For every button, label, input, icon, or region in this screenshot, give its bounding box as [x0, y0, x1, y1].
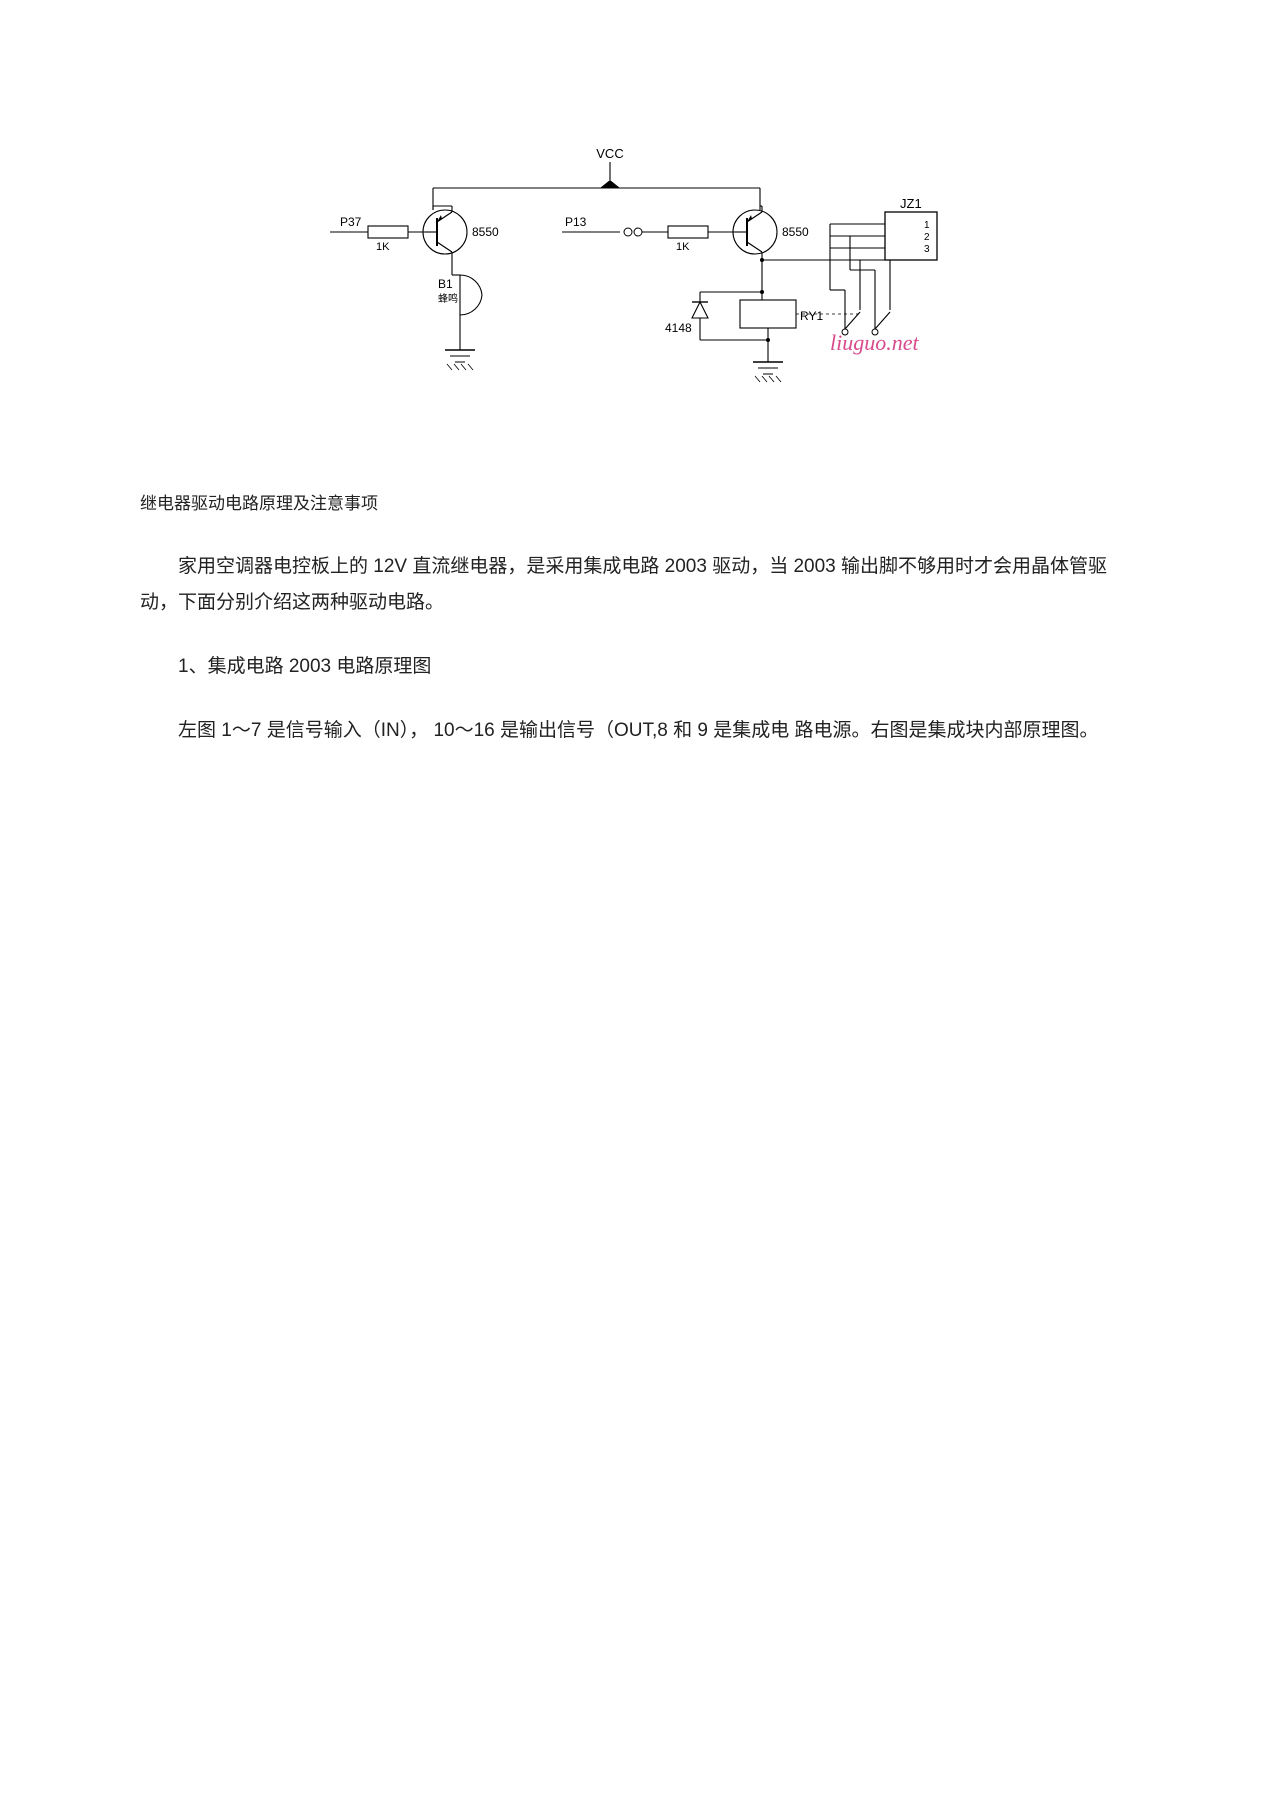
label-q-right: 8550: [782, 225, 809, 239]
label-b1sub: 蜂鸣: [438, 292, 458, 305]
paragraph-3: 左图 1〜7 是信号输入（IN）， 10〜16 是输出信号（OUT,8 和 9 …: [140, 713, 1140, 749]
label-vcc: VCC: [596, 146, 623, 161]
label-q-left: 8550: [472, 225, 499, 239]
section-heading: 继电器驱动电路原理及注意事项: [140, 490, 1140, 517]
label-pin1: 1: [924, 220, 930, 231]
label-p37: P37: [340, 215, 362, 229]
paragraph-2: 1、集成电路 2003 电路原理图: [140, 649, 1140, 685]
document-page: VCC P37 1K: [0, 0, 1280, 1809]
label-r1k-left: 1K: [376, 241, 390, 253]
paragraph-1: 家用空调器电控板上的 12V 直流继电器，是采用集成电路 2003 驱动，当 2…: [140, 549, 1140, 621]
label-d4148: 4148: [665, 321, 692, 335]
label-ry1: RY1: [800, 309, 823, 323]
circuit-diagram: VCC P37 1K: [330, 140, 950, 420]
circuit-svg: VCC P37 1K: [330, 140, 950, 420]
label-pin2: 2: [924, 232, 930, 243]
label-pin3: 3: [924, 244, 930, 255]
label-p13: P13: [565, 215, 587, 229]
label-jz1: JZ1: [900, 196, 922, 211]
label-r1k-right: 1K: [676, 241, 690, 253]
label-b1: B1: [438, 277, 453, 291]
watermark-text: liuguo.net: [830, 330, 919, 355]
